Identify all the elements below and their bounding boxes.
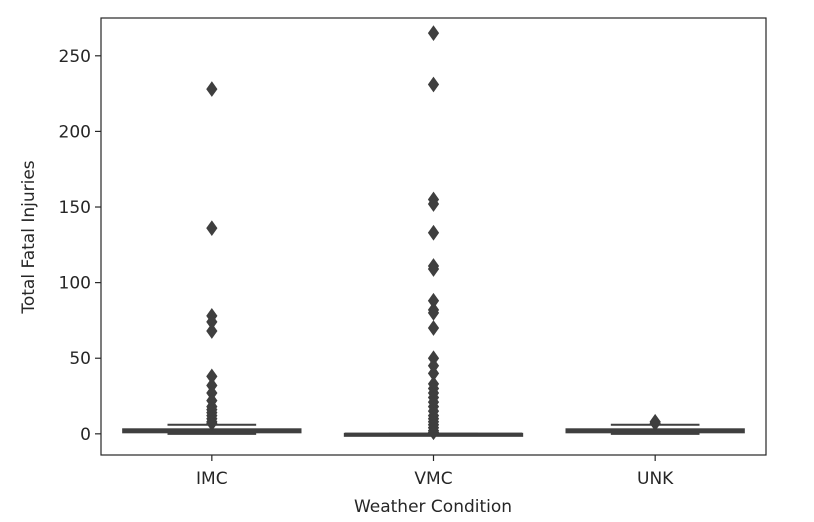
x-tick-label: IMC [196,469,228,489]
y-tick-label: 150 [59,198,91,218]
outlier-point [427,424,440,441]
box-group-unk [565,413,745,435]
outlier-point [427,305,440,321]
y-tick-label: 200 [59,122,91,142]
box-group-imc [122,81,302,435]
outlier-point [206,415,218,432]
plot-area [122,25,745,441]
x-axis-label: Weather Condition [354,497,512,517]
outlier-point [649,415,661,432]
outlier-point [206,220,218,237]
outlier-point [427,224,440,241]
x-axis-ticks: IMC VMC UNK [196,455,674,489]
outlier-point [206,323,218,339]
outlier-point [427,320,440,336]
y-tick-label: 50 [69,349,91,369]
y-tick-label: 0 [80,425,91,445]
x-tick-label: VMC [414,469,452,489]
y-tick-label: 100 [59,274,91,294]
outlier-point [427,261,440,277]
outlier-point [206,81,218,97]
box-group-vmc [343,25,524,441]
y-axis-label: Total Fatal Injuries [19,160,39,314]
outlier-point [427,76,440,93]
outlier-point [427,25,440,41]
y-tick-label: 250 [59,47,91,67]
x-tick-label: UNK [637,469,674,489]
outlier-point [427,196,440,212]
y-axis-ticks: 0 50 100 150 200 250 [59,47,101,445]
